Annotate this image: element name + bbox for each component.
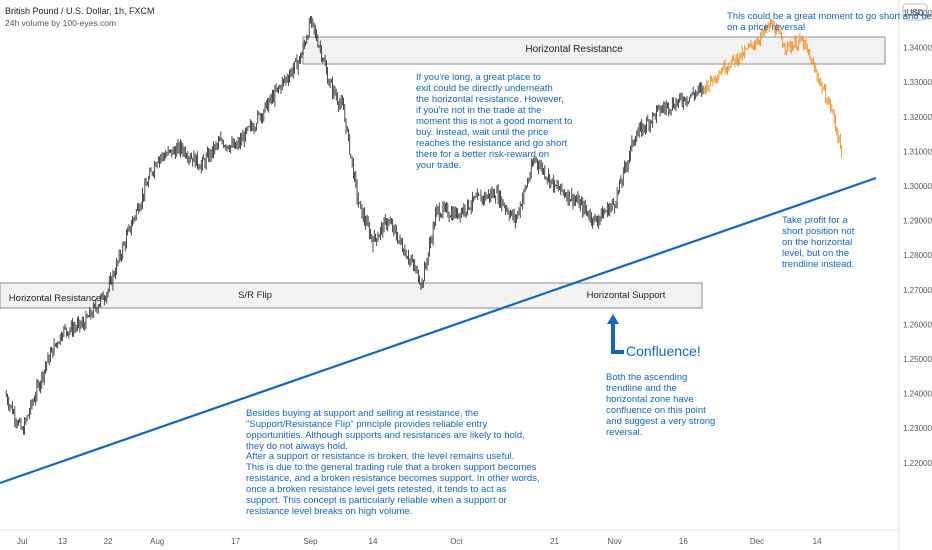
price-tick-label: 1.34000 [903,44,932,53]
price-tick-label: 1.23000 [903,424,932,433]
time-tick-label: Sep [303,537,318,546]
time-tick-label: 17 [231,537,240,546]
annotation-take-profit: Take profit for a short position not on th… [782,215,855,270]
price-tick-label: 1.35000 [903,9,932,18]
time-axis: Jul 13 22 Aug 17 Sep 14 Oct 21 Nov 16 Dec 14 [0,529,899,546]
symbol-title[interactable]: British Pound / U.S. Dollar, 1h, FXCM [5,6,155,16]
price-tick-label: 1.33000 [903,78,932,87]
time-tick-label: Oct [450,537,463,546]
annotation-go-short: This could be a great moment to go short… [727,11,932,33]
zone-left-label: Horizontal Resistance [9,293,101,304]
time-tick-label: 16 [679,537,688,546]
confluence-arrow [607,314,624,354]
chart-header: British Pound / U.S. Dollar, 1h, FXCM 24… [5,6,155,28]
volume-indicator-label[interactable]: 24h volume by 100-eyes.com [5,18,116,28]
confluence-title: Confluence! [626,343,701,359]
time-tick-labels: Jul 13 22 Aug 17 Sep 14 Oct 21 Nov 16 Dec 14 [17,537,822,546]
price-tick-labels: 1.35000 1.34000 1.33000 1.32000 1.31000 1.300… [903,9,932,468]
time-tick-label: Nov [608,537,622,546]
price-tick-label: 1.27000 [903,286,932,295]
zone-support-label: Horizontal Support [587,290,666,301]
zone-flip-label: S/R Flip [238,290,272,301]
price-tick-label: 1.30000 [903,182,932,191]
ascending-trendline[interactable] [0,176,877,485]
time-tick-label: Aug [150,537,164,546]
price-tick-label: 1.24000 [903,390,932,399]
price-axis: USD 1.350001.340001.330001.320001.310001… [898,0,932,550]
time-tick-label: Dec [750,537,764,546]
currency-badge[interactable] [902,3,928,21]
annotation-sr-flip-detail: After a support or resistance is broken,… [246,451,540,517]
price-tick-label: 1.25000 [903,355,932,364]
annotation-long-exit: If you're long, a great place to exit cou… [416,72,572,171]
time-tick-label: 14 [369,537,378,546]
time-tick-label: 22 [104,537,113,546]
projection-line [703,18,843,159]
time-tick-label: Jul [17,537,27,546]
price-tick-label: 1.22000 [903,459,932,468]
price-tick-label: 1.29000 [903,217,932,226]
time-tick-label: 14 [813,537,822,546]
annotation-sr-flip-intro: Besides buying at support and selling at… [246,408,525,452]
zone-left-rect [0,282,703,309]
currency-label: USD [907,8,924,17]
time-tick-label: 21 [550,537,559,546]
price-tick-label: 1.26000 [903,320,932,329]
zone-top-label: Horizontal Resistance [525,44,623,55]
resistance-zone-left: Horizontal Resistance S/R Flip Horizonta… [0,282,703,309]
price-tick-label: 1.32000 [903,113,932,122]
price-tick-label: 1.31000 [903,147,932,156]
price-tick-label: 1.28000 [903,251,932,260]
annotation-confluence: Both the ascending trendline and the horiz… [606,372,715,438]
price-candles [5,16,704,435]
time-tick-label: 13 [58,537,67,546]
arrow-up-icon [607,314,624,354]
